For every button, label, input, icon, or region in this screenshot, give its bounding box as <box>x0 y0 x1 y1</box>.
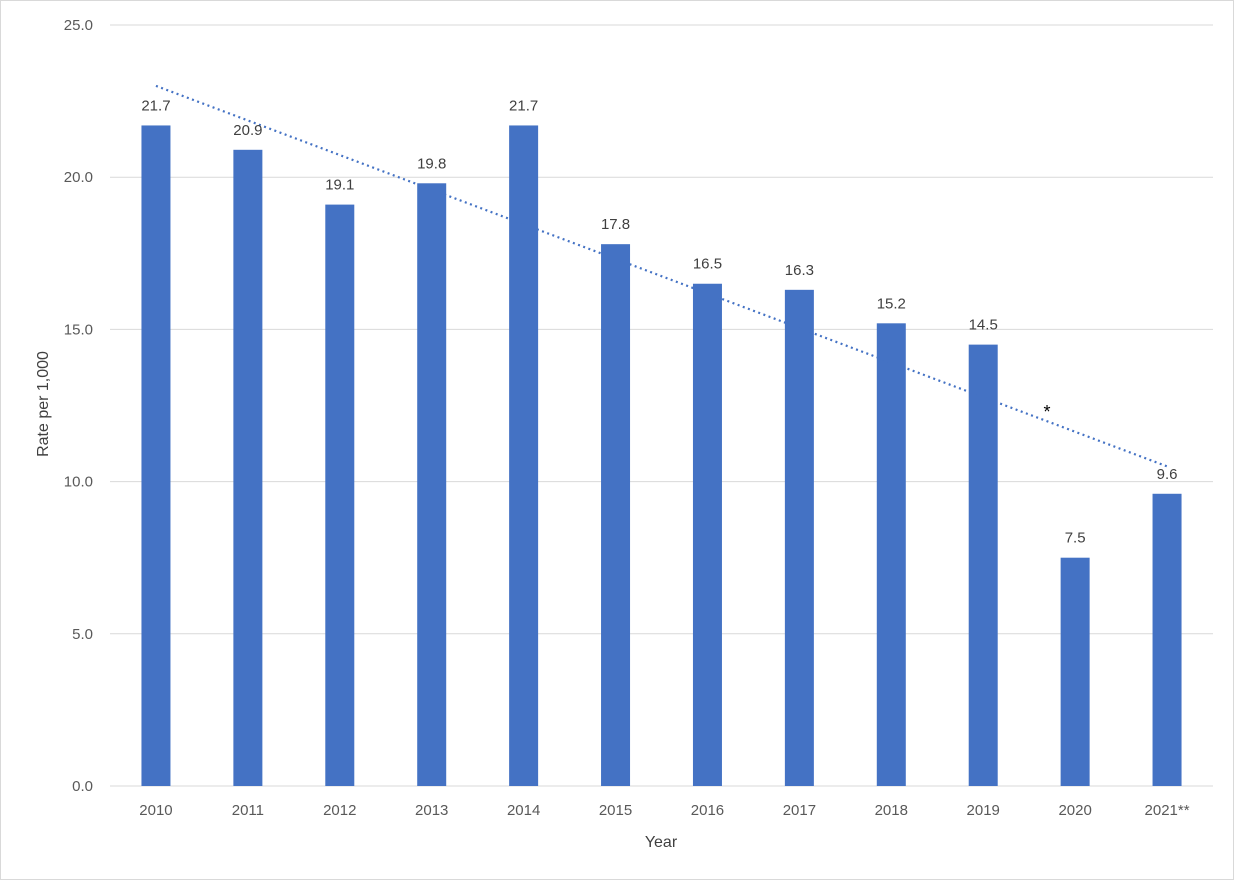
x-tick-label: 2010 <box>139 802 172 819</box>
gridlines <box>110 24 1213 787</box>
data-label: 9.6 <box>1157 466 1178 483</box>
x-tick-label: 2014 <box>507 802 540 819</box>
annotation-asterisk: * <box>1043 402 1050 422</box>
bar-2016 <box>692 283 722 786</box>
x-tick-label: 2013 <box>415 802 448 819</box>
data-label: 16.3 <box>785 262 814 279</box>
y-tick-label: 25.0 <box>64 17 93 34</box>
bar-2020 <box>1060 557 1090 786</box>
y-axis-ticks: 0.0 5.0 10.0 15.0 20.0 25.0 <box>64 17 93 795</box>
bar-2018 <box>876 323 906 786</box>
x-tick-label: 2011 <box>232 802 264 819</box>
y-tick-label: 20.0 <box>64 169 93 186</box>
bar-2013 <box>417 183 447 787</box>
bar-2019 <box>968 344 998 786</box>
bar-2017 <box>784 289 814 786</box>
data-label: 19.1 <box>325 177 354 194</box>
data-label: 14.5 <box>969 317 998 334</box>
x-tick-label: 2020 <box>1058 802 1091 819</box>
data-label: 7.5 <box>1065 530 1086 547</box>
bars <box>141 125 1182 787</box>
bar-2012 <box>325 204 355 786</box>
data-label: 16.5 <box>693 256 722 273</box>
x-tick-label: 2019 <box>967 802 1000 819</box>
bar-2014 <box>509 125 539 786</box>
trendline-group <box>155 84 1168 468</box>
bar-2015 <box>601 244 631 787</box>
y-tick-label: 0.0 <box>72 778 93 795</box>
bar-2021 <box>1152 493 1182 786</box>
bar-2010 <box>141 125 171 786</box>
x-tick-label: 2016 <box>691 802 724 819</box>
trendline <box>155 84 1168 468</box>
x-axis-title: Year <box>645 834 678 851</box>
x-tick-label: 2021** <box>1145 802 1190 819</box>
data-label: 21.7 <box>509 97 538 114</box>
y-tick-label: 15.0 <box>64 321 93 338</box>
y-tick-label: 10.0 <box>64 474 93 491</box>
data-label: 21.7 <box>141 97 170 114</box>
x-tick-label: 2018 <box>875 802 908 819</box>
bar-2011 <box>233 149 263 786</box>
x-axis-ticks: 2010 2011 2012 2013 2014 2015 2016 2017 2018 2019… <box>139 802 1189 819</box>
x-tick-label: 2015 <box>599 802 632 819</box>
data-labels: 21.7 20.9 19.1 19.8 21.7 17.8 16.5 16.3 15.2 14.5… <box>141 97 1177 546</box>
y-tick-label: 5.0 <box>72 626 93 643</box>
data-label: 19.8 <box>417 155 446 172</box>
x-tick-label: 2012 <box>323 802 356 819</box>
data-label: 15.2 <box>877 295 906 312</box>
x-tick-label: 2017 <box>783 802 816 819</box>
data-label: 20.9 <box>233 122 262 139</box>
data-label: 17.8 <box>601 216 630 233</box>
y-axis-title: Rate per 1,000 <box>35 351 52 457</box>
